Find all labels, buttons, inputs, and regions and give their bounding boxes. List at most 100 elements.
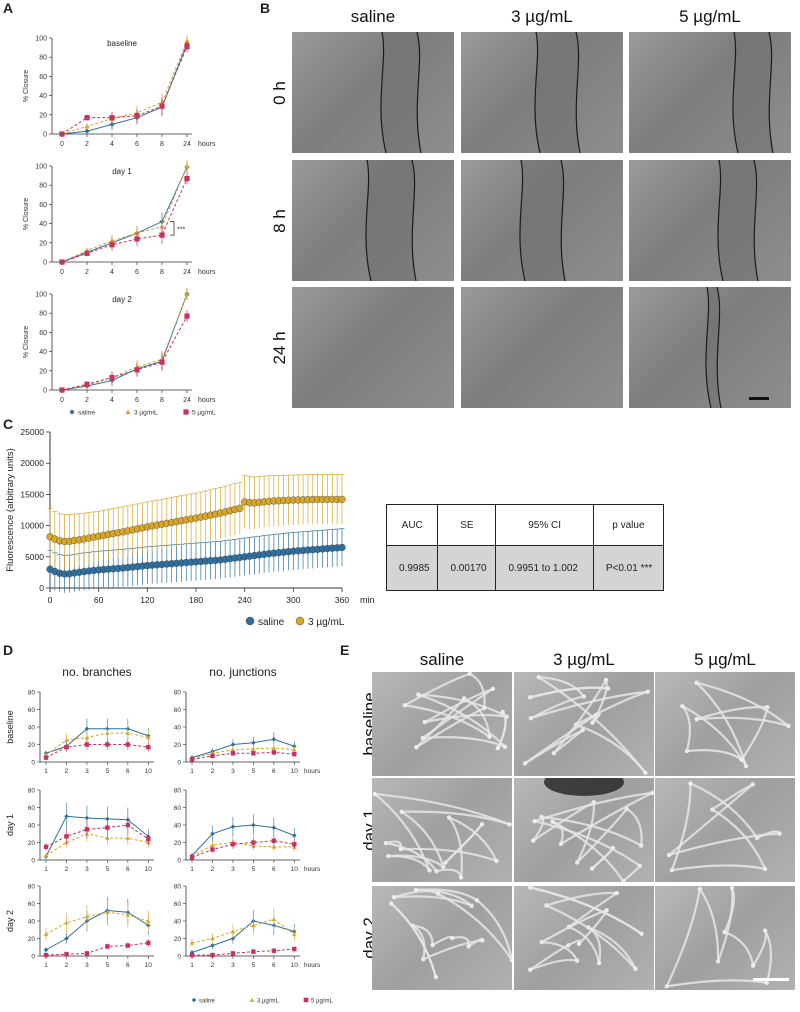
tube-node xyxy=(490,686,496,692)
tube-strand xyxy=(668,783,754,856)
series-line-1 xyxy=(45,911,149,935)
y-axis-label: Fluorescence (arbitrary units) xyxy=(5,448,16,572)
x-tick-label: 6 xyxy=(126,866,130,873)
y-tick-label: 80 xyxy=(39,311,47,318)
tube-strand xyxy=(412,924,426,960)
tube-node xyxy=(536,675,541,680)
tube-strand xyxy=(665,888,701,987)
scratch-edge xyxy=(519,160,526,281)
tube-image-art xyxy=(372,791,512,880)
data-point xyxy=(84,123,90,129)
data-point xyxy=(292,833,297,838)
x-tick-label: 1 xyxy=(190,962,194,969)
data-point xyxy=(184,163,190,169)
x-tick-label: 2 xyxy=(85,397,89,404)
data-point xyxy=(271,745,277,750)
tube-row-label: day 1 xyxy=(5,814,15,836)
panel-label-c: C xyxy=(3,416,14,432)
tube-strand xyxy=(469,672,486,709)
data-point xyxy=(105,825,110,830)
series-line-2 xyxy=(61,46,188,135)
scratch-row-title: 8 h xyxy=(270,208,289,233)
x-tick-label: 24 xyxy=(183,269,191,276)
data-point xyxy=(59,387,65,393)
tube-node xyxy=(688,781,693,786)
tube-image-art xyxy=(666,781,782,873)
tube-strand xyxy=(404,672,471,707)
tube-strand xyxy=(463,697,491,738)
data-point xyxy=(210,831,215,836)
tube-node xyxy=(391,895,397,900)
tube-chart-2: 0 20 40 60 80 1 2 3 5 6 10 xyxy=(28,788,154,873)
data-point xyxy=(64,834,69,839)
data-point xyxy=(105,730,110,735)
p-value-header: p value xyxy=(592,504,665,546)
x-tick-label: 5 xyxy=(252,768,256,775)
y-tick-label: 40 xyxy=(174,919,182,926)
data-point xyxy=(159,103,165,109)
scratch-gap xyxy=(380,32,421,153)
x-tick-label: 5 xyxy=(106,768,110,775)
data-point xyxy=(125,730,131,735)
y-axis-label: % Closure xyxy=(23,198,30,230)
tube-node xyxy=(639,843,644,848)
data-point xyxy=(251,949,256,954)
series-line-1 xyxy=(191,841,295,857)
data-point xyxy=(230,929,236,934)
tube-strand xyxy=(723,887,735,933)
tube-node xyxy=(530,838,536,843)
tube-strand xyxy=(529,686,609,699)
y-tick-label: 20000 xyxy=(20,458,44,468)
tube-node xyxy=(399,809,404,814)
tube-strand xyxy=(432,935,454,947)
legend-label: 5 µg/mL xyxy=(192,410,216,417)
tube-strand xyxy=(666,979,767,988)
data-point xyxy=(43,853,49,858)
data-point xyxy=(292,747,297,752)
data-point xyxy=(271,750,277,755)
data-point xyxy=(271,917,277,922)
x-tick-label: 24 xyxy=(183,141,191,148)
y-tick-label: 60 xyxy=(28,805,36,812)
x-tick-label: 1 xyxy=(44,866,48,873)
x-tick-label: 2 xyxy=(65,768,69,775)
x-tick-label: 1 xyxy=(44,962,48,969)
significance-label: *** xyxy=(177,226,185,233)
scratch-column-title: saline xyxy=(350,7,396,26)
tube-column-title: 5 µg/mL xyxy=(694,650,756,669)
data-point xyxy=(184,175,190,182)
fluorescence-chart: 0 5000 10000 15000 20000 25000 0 60 120 180 240 300… xyxy=(5,427,375,628)
tube-node xyxy=(645,689,650,694)
data-point xyxy=(236,504,244,512)
data-point xyxy=(109,115,115,121)
tube-strand xyxy=(400,847,497,862)
x-tick-label: 8 xyxy=(160,397,164,404)
scratch-edge xyxy=(380,32,387,153)
x-tick-label: 1 xyxy=(190,866,194,873)
tube-node xyxy=(739,757,744,762)
y-tick-label: 100 xyxy=(35,36,47,43)
tube-image xyxy=(655,778,795,882)
scratch-image xyxy=(292,287,454,408)
tube-node xyxy=(643,770,648,776)
data-point xyxy=(84,381,90,387)
tube-strand xyxy=(696,681,790,727)
scratch-image-art xyxy=(705,287,769,408)
series-line-0 xyxy=(191,920,295,953)
data-point xyxy=(189,952,195,958)
tube-strand xyxy=(552,820,625,882)
data-point xyxy=(159,232,165,238)
legend-marker xyxy=(183,409,189,415)
tube-node xyxy=(527,967,533,972)
y-tick-label: 20 xyxy=(39,240,47,247)
scratch-image xyxy=(629,160,791,281)
y-tick-label: 20 xyxy=(28,936,36,943)
x-tick-label: 0 xyxy=(48,595,53,605)
x-tick-label: 2 xyxy=(211,866,215,873)
x-tick-label: 10 xyxy=(291,962,299,969)
data-point xyxy=(146,918,151,923)
tube-chart-title: no. branches xyxy=(62,665,131,679)
data-point xyxy=(105,742,110,747)
y-tick-label: 15000 xyxy=(20,489,44,499)
data-point xyxy=(338,495,346,503)
